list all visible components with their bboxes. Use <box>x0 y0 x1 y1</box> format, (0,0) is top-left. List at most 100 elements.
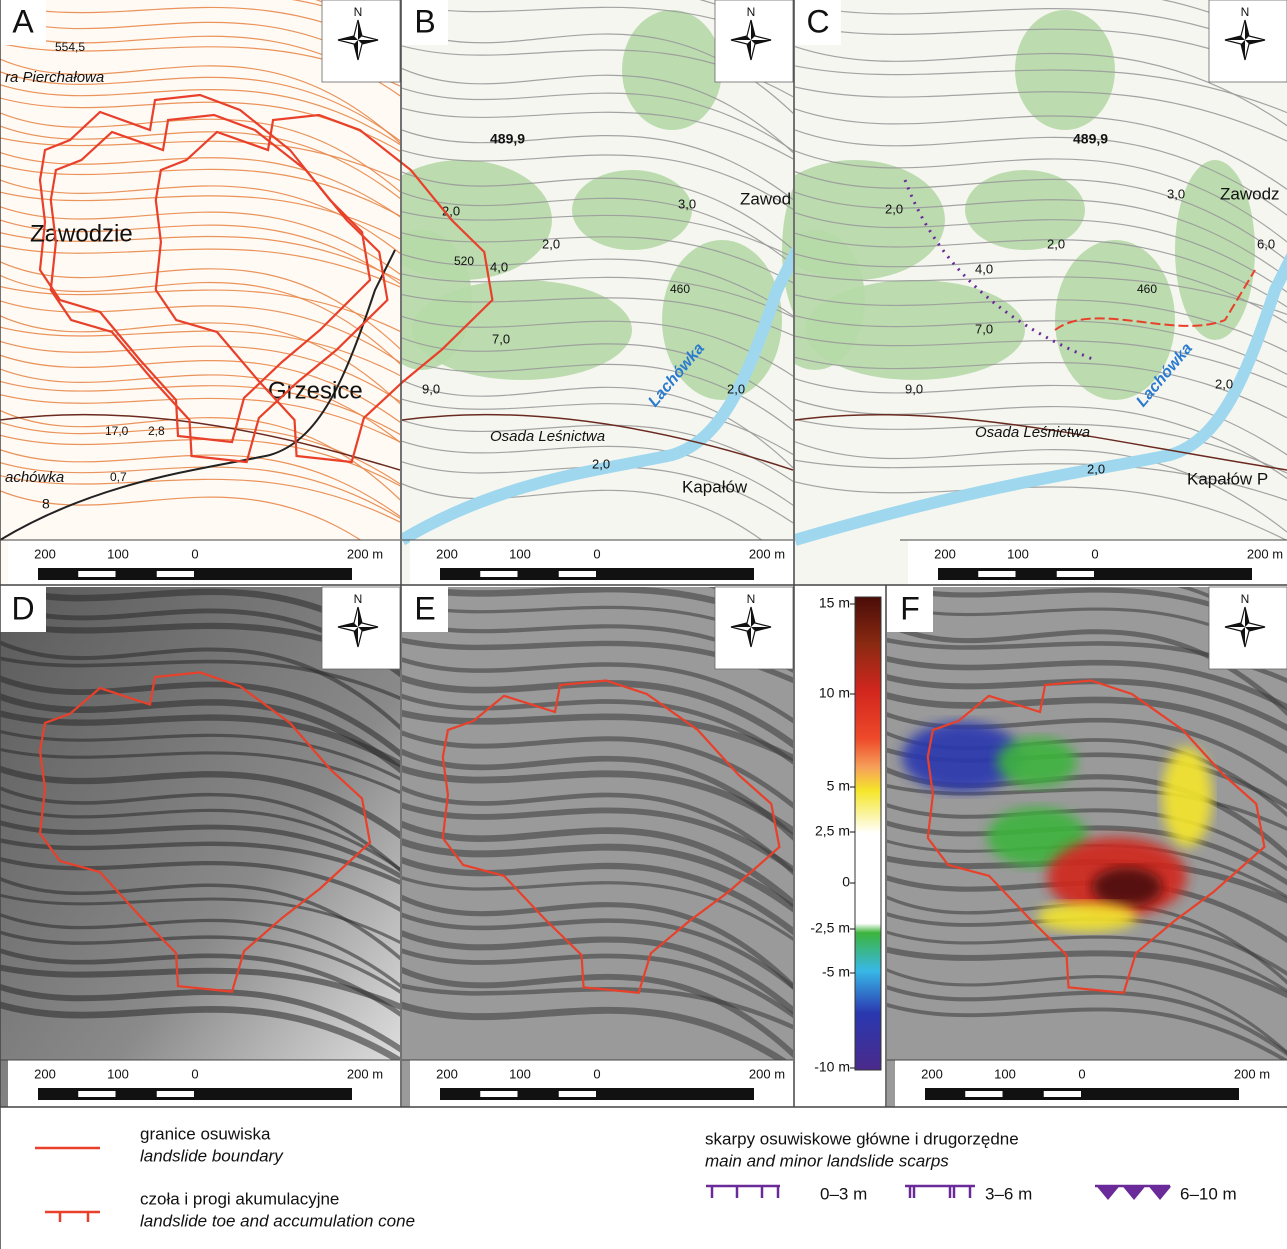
legend-text: 6–10 m <box>1180 1184 1237 1203</box>
legend-text: 3–6 m <box>985 1184 1032 1203</box>
forest <box>622 10 722 130</box>
scale-segment <box>559 1091 596 1097</box>
map-label: 2,8 <box>148 424 165 438</box>
legend-scarp-symbol <box>706 1186 780 1198</box>
scale-label: 200 <box>934 546 956 561</box>
scale-label: 200 m <box>1247 546 1283 561</box>
panel-letter: C <box>806 3 829 39</box>
map-label: 9,0 <box>905 381 923 396</box>
map-label: Osada Leśnictwa <box>490 428 605 445</box>
map-label: 2,0 <box>1215 376 1233 391</box>
scale-label: 100 <box>107 1066 129 1081</box>
map-label: 2,0 <box>1087 461 1105 476</box>
north-label: N <box>747 592 756 606</box>
elevation-change <box>1092 867 1162 907</box>
scale-label: 200 <box>436 546 458 561</box>
map-label: achówka <box>5 469 64 486</box>
scale-label: 200 <box>34 546 56 561</box>
scale-label: 100 <box>107 546 129 561</box>
panel-letter: F <box>900 590 920 626</box>
scale-label: 200 m <box>347 1066 383 1081</box>
map-label: 4,0 <box>975 261 993 276</box>
map-label: 3,0 <box>678 196 696 211</box>
map-label: 520 <box>454 254 474 268</box>
map-label: 6,0 <box>1257 236 1275 251</box>
map-label: Kapałów <box>682 477 748 496</box>
colorbar-label: 15 m <box>819 595 850 611</box>
map-label: Kapałów P <box>1187 469 1268 488</box>
forest <box>965 170 1085 250</box>
scale-label: 0 <box>191 1066 198 1081</box>
colorbar-label: 5 m <box>827 778 850 794</box>
map-label: 7,0 <box>975 321 993 336</box>
elevation-change <box>997 737 1077 787</box>
map-label: 2,0 <box>727 381 745 396</box>
scale-label: 0 <box>593 1066 600 1081</box>
panel-letter: E <box>414 590 435 626</box>
legend-text: landslide boundary <box>140 1146 284 1165</box>
map-panel <box>0 0 410 585</box>
elevation-change <box>1037 902 1137 932</box>
colorbar <box>855 597 881 1070</box>
colorbar-label: 0 <box>842 874 850 890</box>
map-label: 8 <box>42 496 50 512</box>
map-label: 554,5 <box>55 40 85 54</box>
scale-label: 100 <box>509 1066 531 1081</box>
scale-segment <box>559 571 596 577</box>
map-label: 4,0 <box>490 259 508 274</box>
map-label: 7,0 <box>492 331 510 346</box>
scale-label: 100 <box>994 1066 1016 1081</box>
map-label: 2,0 <box>542 236 560 251</box>
scale-label: 200 m <box>749 1066 785 1081</box>
scale-segment <box>1044 1091 1081 1097</box>
scale-label: 0 <box>191 546 198 561</box>
scale-segment <box>157 571 194 577</box>
colorbar-label: 10 m <box>819 685 850 701</box>
map-panel <box>765 0 1287 585</box>
scale-segment <box>965 1091 1002 1097</box>
scale-segment <box>480 571 517 577</box>
map-label: 17,0 <box>105 424 129 438</box>
scale-label: 200 m <box>347 546 383 561</box>
legend-text: granice osuwiska <box>140 1124 271 1143</box>
forest <box>572 170 692 250</box>
legend-text: czoła i progi akumulacyjne <box>140 1189 339 1208</box>
legend-toe-symbol <box>45 1212 100 1222</box>
scale-label: 0 <box>593 546 600 561</box>
figure: 554,5ra PierchałowaZawodzieGrzesice17,02… <box>0 0 1287 1249</box>
map-label: Grzesice <box>268 377 363 404</box>
map-label: 460 <box>670 282 690 296</box>
scale-label: 0 <box>1091 546 1098 561</box>
colorbar-label: -2,5 m <box>810 920 850 936</box>
legend-scarp-symbol <box>905 1186 975 1198</box>
legend-scarp-symbol <box>1095 1186 1170 1198</box>
panel-letter: A <box>12 3 34 39</box>
map-label: Osada Leśnictwa <box>975 424 1090 441</box>
colorbar-label: -10 m <box>814 1059 850 1075</box>
north-label: N <box>354 5 363 19</box>
scale-label: 200 <box>436 1066 458 1081</box>
scale-label: 200 m <box>1234 1066 1270 1081</box>
scale-label: 100 <box>1007 546 1029 561</box>
scale-segment <box>1057 571 1094 577</box>
scale-segment <box>480 1091 517 1097</box>
map-label: 460 <box>1137 282 1157 296</box>
map-label: 489,9 <box>1073 131 1108 147</box>
scale-label: 200 <box>34 1066 56 1081</box>
scale-segment <box>157 1091 194 1097</box>
legend-text: landslide toe and accumulation cone <box>140 1211 415 1230</box>
map-label: Zawodz <box>1220 184 1280 203</box>
north-label: N <box>747 5 756 19</box>
scale-segment <box>978 571 1015 577</box>
map-label: 2,0 <box>1047 236 1065 251</box>
colorbar-label: 2,5 m <box>815 823 850 839</box>
legend-text: main and minor landslide scarps <box>705 1151 949 1170</box>
north-label: N <box>1241 592 1250 606</box>
legend-text: skarpy osuwiskowe główne i drugorzędne <box>705 1129 1019 1148</box>
map-label: 2,0 <box>592 456 610 471</box>
scale-label: 200 m <box>749 546 785 561</box>
map-label: 3,0 <box>1167 186 1185 201</box>
north-label: N <box>1241 5 1250 19</box>
panel-letter: D <box>11 590 34 626</box>
scale-label: 100 <box>509 546 531 561</box>
